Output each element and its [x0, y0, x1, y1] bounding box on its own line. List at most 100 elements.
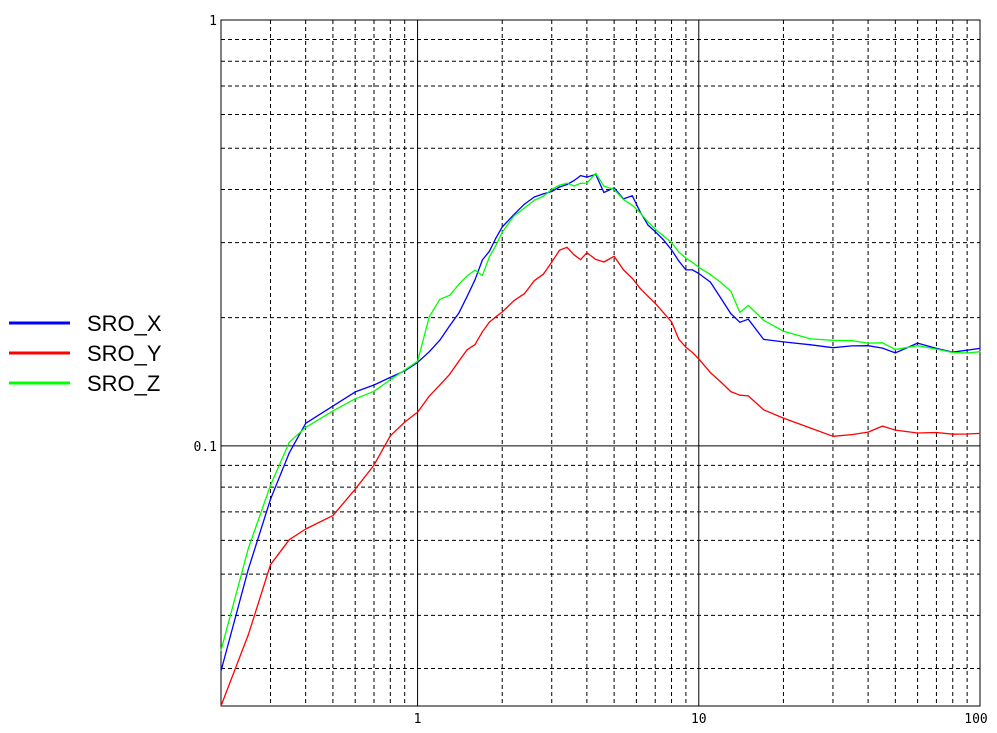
data-point [332, 405, 334, 407]
data-point [647, 295, 649, 297]
data-point [678, 338, 680, 340]
legend-label-sro-y: SRO_Y [87, 341, 162, 366]
data-point [488, 250, 490, 252]
data-point [288, 452, 290, 454]
data-point [730, 313, 732, 315]
data-point [501, 226, 503, 228]
data-point [917, 345, 919, 347]
data-point [639, 288, 642, 290]
data-point [551, 188, 553, 191]
data-point [439, 339, 441, 341]
data-point [439, 298, 441, 300]
data-point [559, 249, 561, 251]
data-point [709, 372, 712, 374]
data-point [979, 351, 981, 353]
data-point [247, 547, 249, 550]
data-point [220, 649, 222, 652]
x-tick-label: 1 [414, 712, 422, 727]
data-point [832, 347, 834, 349]
data-point [247, 568, 249, 570]
series-line-sro-z [220, 172, 981, 651]
data-point [639, 212, 642, 214]
data-point [917, 342, 919, 344]
data-point [523, 207, 526, 209]
data-point [691, 261, 694, 263]
data-point [691, 351, 694, 354]
data-point [474, 344, 476, 346]
data-point [730, 290, 732, 292]
data-point [613, 187, 615, 189]
data-point [269, 498, 272, 500]
data-point [966, 352, 968, 354]
data-point [663, 312, 665, 314]
y-tick-label: 1 [209, 14, 217, 29]
data-point [586, 176, 588, 178]
data-point [573, 185, 575, 187]
data-point [979, 347, 981, 349]
data-point [566, 182, 568, 184]
data-point [663, 235, 665, 237]
data-point [810, 338, 812, 340]
data-point [513, 300, 515, 302]
data-point [881, 425, 884, 427]
data-point [747, 318, 749, 320]
data-point [523, 293, 526, 295]
data-point [586, 182, 588, 184]
data-point [881, 342, 884, 344]
data-point [935, 348, 938, 350]
data-point [305, 426, 307, 428]
data-point [288, 539, 290, 541]
data-point [428, 395, 430, 397]
data-point [501, 311, 503, 313]
data-point [663, 239, 665, 241]
data-point [288, 441, 290, 443]
data-point [685, 346, 687, 348]
data-point [763, 409, 765, 411]
data-point [533, 280, 535, 282]
data-point [782, 417, 785, 419]
data-point [417, 411, 419, 413]
plot-area-frame [220, 19, 981, 707]
data-point [466, 275, 468, 277]
data-point [867, 431, 869, 433]
data-point [389, 379, 391, 381]
series-line-sro-y [220, 246, 981, 707]
data-point [495, 237, 497, 239]
series-lines [220, 172, 981, 707]
data-point [747, 304, 749, 306]
data-point [354, 398, 356, 400]
data-point [481, 331, 483, 333]
data-point [417, 360, 419, 362]
data-point [305, 422, 307, 424]
series-points-sro-y [220, 246, 981, 707]
data-point [404, 369, 406, 371]
data-point [373, 464, 375, 466]
data-point [678, 251, 680, 253]
data-point [495, 244, 497, 246]
data-point [551, 190, 553, 193]
data-point [698, 272, 700, 275]
data-point [654, 228, 656, 230]
data-point [458, 312, 460, 314]
series-line-sro-x [220, 173, 981, 672]
data-point [670, 241, 673, 243]
data-point [832, 339, 834, 341]
data-point [481, 259, 483, 261]
data-point [867, 345, 869, 347]
data-point [523, 203, 526, 205]
legend: SRO_X SRO_Y SRO_Z [9, 311, 162, 396]
data-point [501, 231, 503, 233]
data-point [832, 435, 834, 437]
data-point [269, 484, 272, 486]
data-point [542, 273, 544, 275]
data-point [449, 325, 451, 327]
data-point [458, 360, 460, 362]
data-point [685, 257, 687, 259]
data-point [439, 384, 441, 386]
data-point [739, 321, 741, 323]
data-point [533, 196, 535, 198]
data-point [966, 433, 968, 435]
series-points-sro-x [220, 173, 981, 672]
legend-label-sro-x: SRO_X [87, 311, 162, 336]
